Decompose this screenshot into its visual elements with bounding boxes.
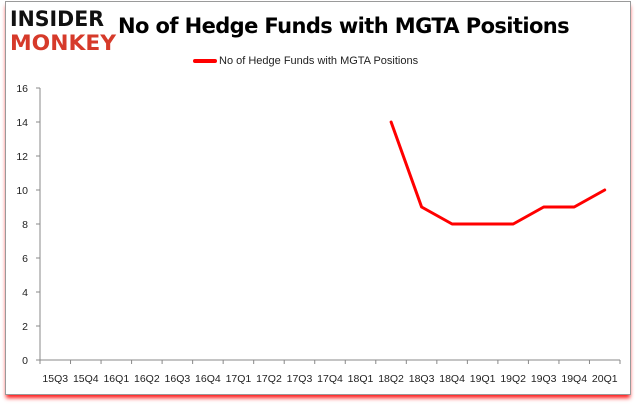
legend: No of Hedge Funds with MGTA Positions [193,55,418,67]
logo-line2: MONKEY [10,31,117,52]
legend-swatch [193,59,217,63]
y-tick-label: 16 [16,83,28,95]
y-tick-label: 12 [16,151,28,163]
x-tick-label: 16Q4 [195,373,221,385]
logo-line1: INSIDER [10,7,104,31]
chart-frame [5,1,631,395]
x-tick-label: 19Q1 [470,373,496,385]
y-tick-label: 6 [22,253,28,265]
x-tick-label: 20Q1 [592,373,618,385]
y-tick-label: 4 [22,287,28,299]
x-tick-label: 19Q4 [561,373,587,385]
x-tick-label: 17Q1 [226,373,252,385]
x-tick-label: 19Q3 [531,373,557,385]
y-tick-label: 2 [22,321,28,333]
chart-title: No of Hedge Funds with MGTA Positions [118,14,570,38]
x-tick-label: 16Q1 [103,373,129,385]
x-tick-label: 15Q3 [42,373,68,385]
x-tick-label: 17Q2 [256,373,282,385]
x-tick-label: 18Q2 [378,373,404,385]
x-tick-label: 16Q3 [165,373,191,385]
y-tick-label: 8 [22,219,28,231]
x-tick-label: 15Q4 [73,373,99,385]
x-tick-label: 16Q2 [134,373,160,385]
x-tick-label: 19Q2 [500,373,526,385]
y-tick-label: 10 [16,185,28,197]
series-line [389,120,607,226]
y-tick-label: 14 [16,117,28,129]
x-tick-label: 17Q3 [287,373,313,385]
x-tick-label: 18Q4 [439,373,465,385]
y-tick-label: 0 [22,355,28,367]
x-tick-label: 17Q4 [317,373,343,385]
x-tick-label: 18Q1 [348,373,374,385]
insider-monkey-logo: INSIDER MONKEY [10,7,117,52]
legend-label: No of Hedge Funds with MGTA Positions [219,55,419,67]
x-tick-label: 18Q3 [409,373,435,385]
